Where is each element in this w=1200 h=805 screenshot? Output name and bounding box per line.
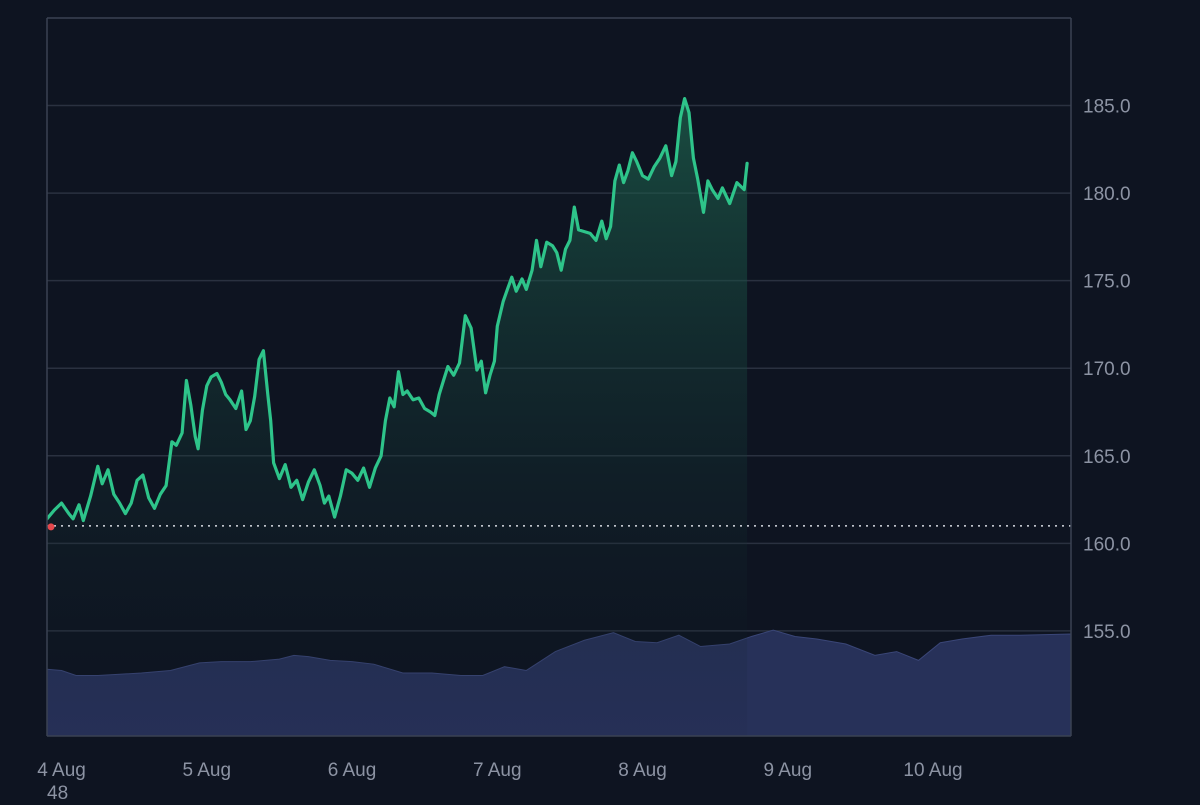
y-tick-label: 180.0 [1083, 184, 1131, 205]
reference-line [47, 523, 1071, 531]
x-tick-label: 8 Aug [618, 760, 667, 781]
x-tick-label: 6 Aug [328, 760, 377, 781]
x-tick-label: 5 Aug [182, 760, 231, 781]
plot-frame [46, 17, 1072, 737]
price-series [47, 97, 749, 736]
x-tick-label: 9 Aug [763, 760, 812, 781]
y-tick-label: 165.0 [1083, 447, 1131, 468]
reference-marker [47, 523, 55, 531]
y-tick-label: 155.0 [1083, 622, 1131, 643]
y-tick-label: 160.0 [1083, 534, 1131, 555]
x-tick-label: 4 Aug [37, 760, 86, 781]
y-tick-label: 170.0 [1083, 359, 1131, 380]
price-line [47, 97, 749, 523]
x-tick-label: 7 Aug [473, 760, 522, 781]
y-tick-label: 185.0 [1083, 97, 1131, 118]
x-axis: 4 Aug 5 Aug 6 Aug 7 Aug 8 Aug 9 Aug 10 Aug [37, 760, 962, 781]
bottom-left-label: 48 [47, 783, 68, 800]
price-area-fill [47, 98, 748, 736]
y-axis: 155.0 160.0 165.0 170.0 175.0 180.0 185.0 [1083, 97, 1131, 643]
y-tick-label: 175.0 [1083, 272, 1131, 293]
x-tick-label: 10 Aug [903, 760, 962, 781]
